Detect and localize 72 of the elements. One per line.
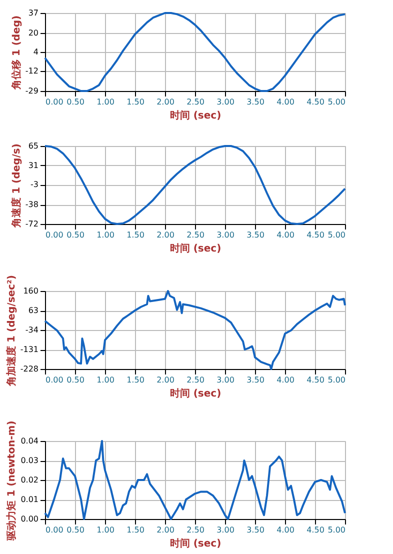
x-tick-label: 5.00 [328,526,346,534]
y-tick-label: -34 [25,326,38,334]
x-tick-label: 2.50 [186,526,204,534]
y-tick-label: -72 [25,220,38,228]
x-tick-label: 0.50 [66,526,84,534]
y-tick-label: 20 [28,28,38,38]
x-tick-label: 4.50 [306,230,324,240]
y-tick-label: 37 [28,8,38,18]
y-axis-title: 角加速度 1 (deg/sec²) [5,275,18,387]
y-tick-label: 0.01 [20,495,38,504]
y-tick-label: -12 [25,66,38,76]
x-tick-label: 1.50 [126,230,144,240]
x-tick-label: 0.00 [46,230,64,240]
x-tick-label: 1.50 [126,98,144,106]
x-tick-label: 2.00 [156,98,174,106]
x-tick-label: 1.50 [126,376,144,384]
x-tick-label: 5.00 [328,98,346,106]
x-tick-label: 3.50 [246,376,264,384]
x-tick-label: 3.00 [216,526,234,534]
x-tick-label: 1.00 [96,526,114,534]
x-tick-label: 1.00 [96,98,114,106]
x-tick-label: 4.50 [306,526,324,534]
x-axis-title: 时间 (sec) [170,388,222,400]
x-tick-label: 4.00 [276,98,294,106]
x-tick-label: 0.50 [66,376,84,384]
x-tick-label: 3.00 [216,98,234,106]
x-tick-label: 0.00 [46,376,64,384]
x-tick-label: 1.50 [126,526,144,534]
x-tick-label: 5.00 [328,230,346,240]
x-axis-title: 时间 (sec) [170,110,222,122]
x-tick-label: 0.50 [66,230,84,240]
y-tick-label: -131 [20,345,38,354]
x-tick-label: 2.50 [186,376,204,384]
y-tick-label: 0.03 [20,456,38,465]
x-tick-label: 0.50 [66,98,84,106]
x-tick-label: 3.00 [216,230,234,240]
y-tick-label: 4 [33,48,38,56]
x-tick-label: 5.00 [328,376,346,384]
x-tick-label: 3.50 [246,230,264,240]
x-tick-label: 2.50 [186,98,204,106]
x-axis-title: 时间 (sec) [170,242,222,254]
x-tick-label: 1.00 [96,376,114,384]
y-tick-label: 63 [28,306,38,315]
x-tick-label: 4.00 [276,376,294,384]
x-tick-label: 2.50 [186,230,204,240]
y-tick-label: -228 [20,364,38,374]
y-tick-label: 65 [28,142,38,150]
y-tick-label: 31 [28,160,38,170]
x-tick-label: 4.00 [276,230,294,240]
x-axis-title: 时间 (sec) [170,538,222,550]
y-tick-label: 0.00 [20,514,38,524]
y-axis-title: 角位移 1 (deg) [10,15,22,91]
x-tick-label: 1.00 [96,230,114,240]
x-tick-label: 4.50 [306,376,324,384]
y-axis-title: 角速度 1 (deg/s) [10,144,22,228]
x-tick-label: 2.00 [156,526,174,534]
y-tick-label: 0.02 [20,476,38,484]
y-tick-label: 0.04 [20,436,38,446]
x-tick-label: 0.00 [46,98,64,106]
y-axis-title: 驱动力矩 1 (newton-m) [6,420,18,542]
y-tick-label: -3 [30,180,38,190]
y-tick-label: 160 [23,286,38,296]
x-tick-label: 0.00 [46,526,64,534]
y-tick-label: -38 [25,200,38,210]
x-tick-label: 2.00 [156,376,174,384]
x-tick-label: 4.00 [276,526,294,534]
x-tick-label: 3.00 [216,376,234,384]
x-tick-label: 3.50 [246,98,264,106]
y-tick-label: -29 [25,86,38,96]
x-tick-label: 3.50 [246,526,264,534]
x-tick-label: 2.00 [156,230,174,240]
x-tick-label: 4.50 [306,98,324,106]
